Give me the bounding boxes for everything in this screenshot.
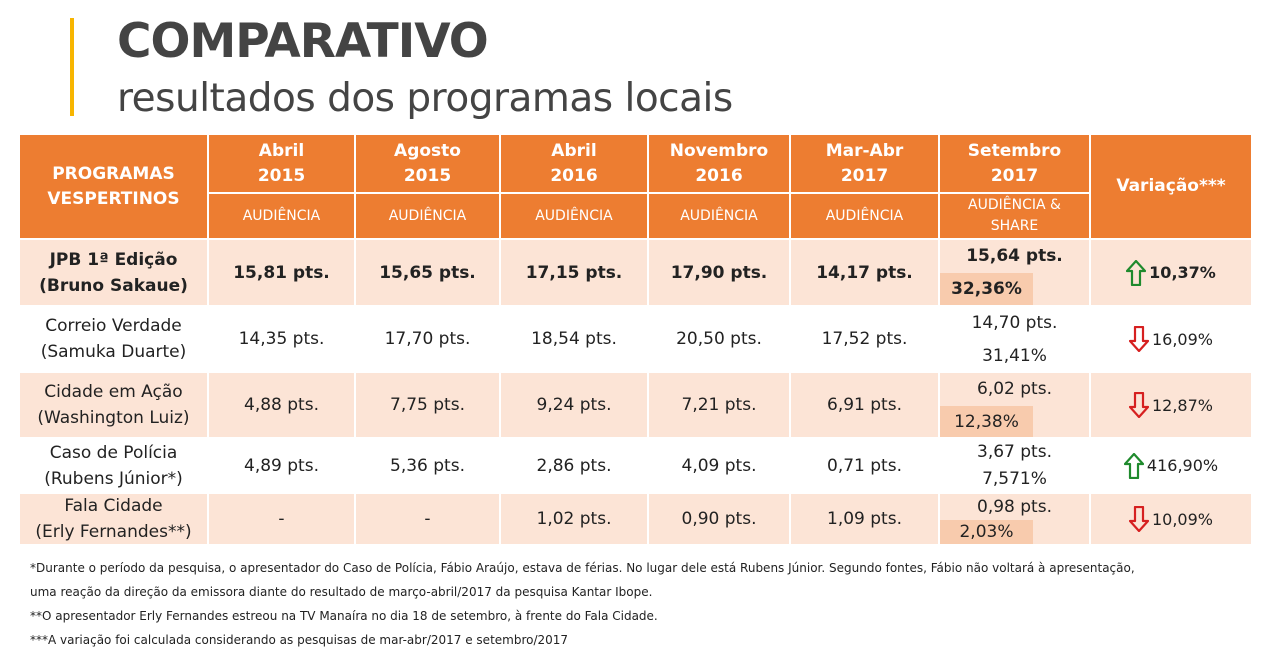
variation-cell: 12,87% <box>1091 373 1251 437</box>
footnote-2: **O apresentador Erly Fernandes estreou … <box>30 609 658 623</box>
footnote-3: ***A variação foi calculada considerando… <box>30 633 569 647</box>
audience-value: 17,52 pts. <box>821 329 908 349</box>
audience-value: 7,75 pts. <box>356 373 499 437</box>
audience-value: 2,86 pts. <box>536 455 612 476</box>
header-period-6: Setembro 2017 <box>940 135 1089 192</box>
variation-value: 16,09% <box>1151 329 1213 349</box>
audience-value: 9,24 pts. <box>501 373 647 437</box>
title-accent-bar <box>70 18 74 116</box>
audience-value: 14,17 pts. <box>791 240 938 305</box>
audience-value: 17,70 pts. <box>384 329 471 349</box>
program-name: Caso de Polícia (Rubens Júnior*) <box>44 442 183 489</box>
audience-value: 17,15 pts. <box>501 240 647 305</box>
arrow-up-icon <box>1123 452 1144 479</box>
header-period-2: Agosto 2015 <box>356 135 499 192</box>
footnote-1b: uma reação da direção da emissora diante… <box>30 585 653 599</box>
audience-value: 6,91 pts. <box>791 373 938 437</box>
program-name: JPB 1ª Edição (Bruno Sakaue) <box>20 240 207 305</box>
header-metric-6: AUDIÊNCIA & SHARE <box>940 194 1089 238</box>
header-period-5: Mar-Abr 2017 <box>791 135 938 192</box>
september-audience: 0,98 pts. <box>977 496 1052 517</box>
program-name: Fala Cidade (Erly Fernandes**) <box>20 494 207 544</box>
september-audience: 3,67 pts. <box>977 442 1052 462</box>
arrow-down-icon <box>1128 326 1149 352</box>
september-audience: 14,70 pts. <box>971 313 1058 333</box>
page-subtitle: resultados dos programas locais <box>117 76 733 121</box>
audience-value: 1,09 pts. <box>791 494 938 544</box>
header-period-3: Abril 2016 <box>501 135 647 192</box>
september-cell: 14,70 pts. 31,41% <box>940 307 1089 371</box>
variation-value: 10,09% <box>1151 509 1213 529</box>
september-share: 7,571% <box>982 469 1047 489</box>
header-metric-1: AUDIÊNCIA <box>209 194 354 238</box>
september-cell: 6,02 pts. 12,38% <box>940 373 1089 437</box>
september-cell: 15,64 pts. 32,36% <box>940 240 1089 305</box>
audience-value: 15,65 pts. <box>356 240 499 305</box>
audience-value: 20,50 pts. <box>676 329 762 349</box>
header-variation: Variação*** <box>1091 135 1251 238</box>
header-programs: PROGRAMAS VESPERTINOS <box>20 135 207 238</box>
audience-value: 15,81 pts. <box>209 240 354 305</box>
arrow-down-icon <box>1128 506 1149 532</box>
audience-value: 4,89 pts. <box>244 455 319 476</box>
variation-cell: 10,37% <box>1091 240 1251 305</box>
september-audience: 15,64 pts. <box>966 246 1063 266</box>
footnotes: *Durante o período da pesquisa, o aprese… <box>30 556 1135 648</box>
audience-value: - <box>356 494 499 544</box>
header-metric-2: AUDIÊNCIA <box>356 194 499 238</box>
header-period-4: Novembro 2016 <box>649 135 789 192</box>
arrow-up-icon <box>1126 259 1147 286</box>
september-share: 31,41% <box>982 345 1047 366</box>
variation-cell: 16,09% <box>1091 307 1251 371</box>
audience-value: 0,71 pts. <box>827 455 902 476</box>
audience-value: 17,90 pts. <box>649 240 789 305</box>
variation-cell: 10,09% <box>1091 494 1251 544</box>
audience-value: - <box>209 494 354 544</box>
header-period-1: Abril 2015 <box>209 135 354 192</box>
header-metric-5: AUDIÊNCIA <box>791 194 938 238</box>
audience-value: 18,54 pts. <box>531 329 617 349</box>
audience-value: 0,90 pts. <box>649 494 789 544</box>
arrow-down-icon <box>1128 392 1149 418</box>
page-title: COMPARATIVO <box>117 14 489 69</box>
audience-value: 14,35 pts. <box>238 329 325 349</box>
program-name: Cidade em Ação (Washington Luiz) <box>20 373 207 437</box>
footnote-1a: *Durante o período da pesquisa, o aprese… <box>30 561 1135 575</box>
variation-value: 416,90% <box>1146 456 1219 475</box>
audience-value: 7,21 pts. <box>649 373 789 437</box>
september-audience: 6,02 pts. <box>977 379 1052 399</box>
september-share: 2,03% <box>940 520 1033 544</box>
audience-value: 5,36 pts. <box>390 455 465 476</box>
audience-value: 1,02 pts. <box>501 494 647 544</box>
audience-value: 4,09 pts. <box>681 455 757 476</box>
program-name: Correio Verdade (Samuka Duarte) <box>40 316 187 362</box>
september-share: 32,36% <box>940 273 1033 305</box>
header-metric-4: AUDIÊNCIA <box>649 194 789 238</box>
header-metric-3: AUDIÊNCIA <box>501 194 647 238</box>
september-cell: 0,98 pts. 2,03% <box>940 494 1089 544</box>
variation-value: 10,37% <box>1149 263 1216 282</box>
september-share: 12,38% <box>940 406 1033 437</box>
variation-cell: 416,90% <box>1091 439 1251 492</box>
audience-value: 4,88 pts. <box>209 373 354 437</box>
variation-value: 12,87% <box>1151 395 1213 415</box>
september-cell: 3,67 pts. 7,571% <box>940 439 1089 492</box>
